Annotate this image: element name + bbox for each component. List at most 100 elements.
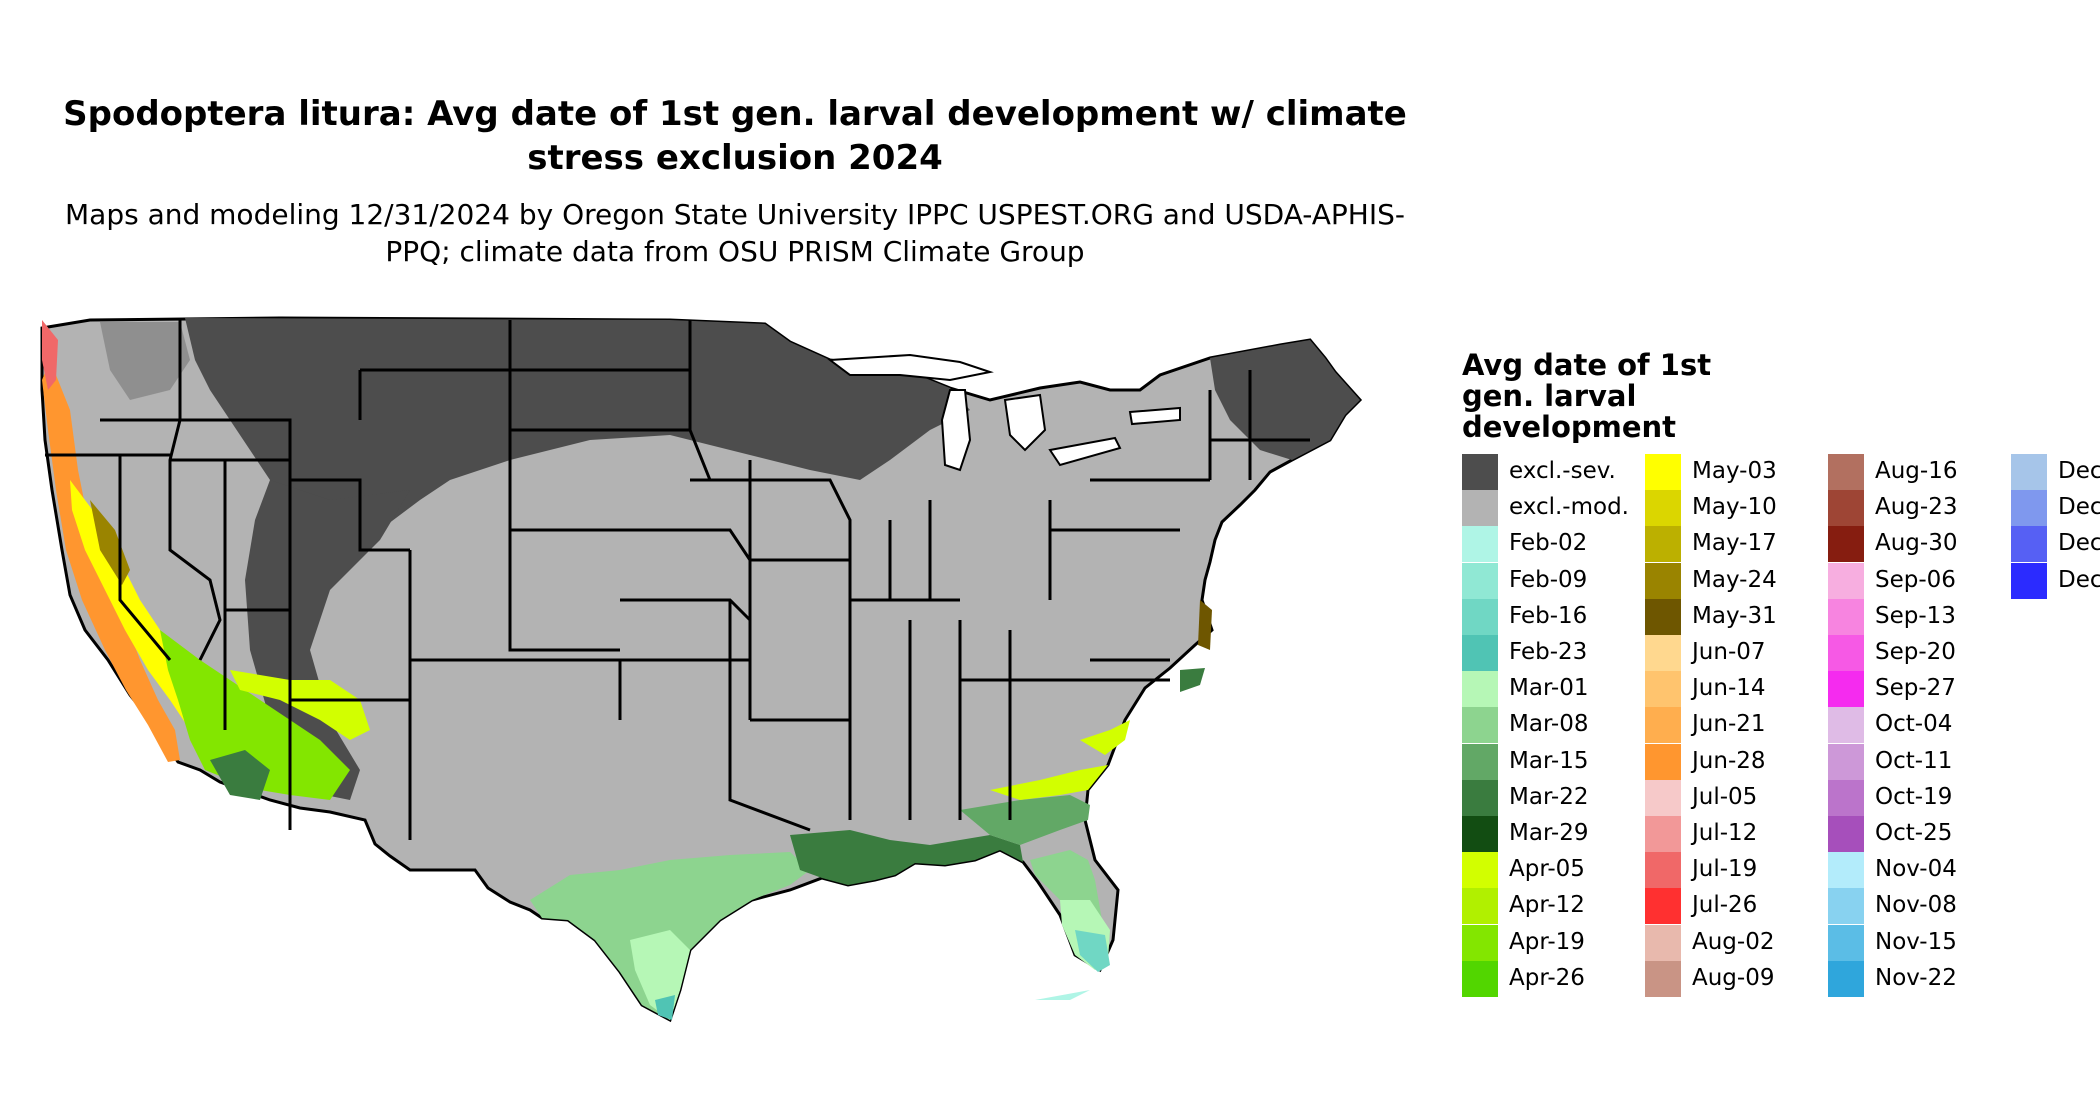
severe-exclusion-pnw	[100, 322, 190, 400]
legend-item: Oct-11	[1828, 743, 2028, 780]
legend-label: Mar-29	[1509, 820, 1589, 846]
legend-item: May-10	[1645, 490, 1845, 527]
legend-swatch	[1462, 490, 1498, 527]
legend-swatch	[1645, 635, 1681, 671]
legend-label: Feb-16	[1509, 602, 1588, 629]
legend-swatch	[1462, 816, 1498, 852]
legend-title: Avg date of 1st gen. larval development	[1462, 348, 1712, 444]
legend-swatch	[1462, 454, 1498, 490]
legend-item: Sep-20	[1828, 635, 2028, 671]
legend-label: May-24	[1692, 566, 1777, 593]
us-map	[40, 316, 1363, 1023]
legend-swatch	[1645, 779, 1681, 816]
legend-item: May-31	[1645, 598, 1845, 635]
legend-swatch	[1645, 888, 1681, 925]
legend-swatch	[1462, 562, 1498, 599]
legend-label: Oct-04	[1875, 711, 1953, 738]
legend-label: Jul-19	[1692, 856, 1758, 883]
legend-label: Jun-28	[1692, 747, 1766, 774]
legend-swatch	[1828, 852, 1864, 889]
legend-item: Dec-22	[2011, 562, 2100, 599]
legend-label: Sep-06	[1875, 566, 1956, 593]
legend-item: Mar-15	[1462, 743, 1662, 780]
legend-swatch	[1828, 526, 1864, 563]
legend-item: Mar-29	[1462, 816, 1662, 852]
legend-label: Feb-09	[1509, 566, 1588, 593]
legend-swatch	[1828, 960, 1864, 997]
legend-swatch	[1828, 816, 1864, 852]
legend-item: Feb-16	[1462, 598, 1662, 635]
legend-item: Apr-19	[1462, 924, 1662, 961]
lake-michigan	[940, 389, 972, 472]
legend-label: May-03	[1692, 458, 1777, 484]
legend-item: Dec-08	[2011, 490, 2100, 527]
legend-label: Apr-19	[1509, 928, 1585, 955]
legend-swatch	[2011, 490, 2047, 527]
legend-swatch	[1828, 779, 1864, 816]
legend-label: Oct-11	[1875, 747, 1953, 774]
legend-label: Mar-08	[1509, 711, 1589, 738]
legend-label: Apr-26	[1509, 964, 1585, 991]
legend-swatch	[1828, 924, 1864, 961]
legend-item: Nov-08	[1828, 888, 2028, 925]
legend-swatch	[2011, 454, 2047, 490]
southwest-yellow	[230, 670, 370, 740]
legend-item: Jun-28	[1645, 743, 1845, 780]
legend-swatch	[1462, 960, 1498, 997]
legend-label: Jul-05	[1692, 783, 1758, 810]
legend-swatch	[1462, 707, 1498, 744]
legend-item: Dec-01	[2011, 454, 2100, 490]
legend-item: Jul-19	[1645, 852, 1845, 889]
legend-swatch	[1828, 598, 1864, 635]
carolina-yellow	[1080, 720, 1130, 755]
legend-item: Mar-01	[1462, 671, 1662, 708]
legend-swatch	[1645, 454, 1681, 490]
legend-item: Aug-02	[1645, 924, 1845, 961]
legend-label: May-31	[1692, 602, 1777, 629]
map-subtitle: Maps and modeling 12/31/2024 by Oregon S…	[65, 198, 1405, 268]
legend-label: Oct-25	[1875, 820, 1953, 846]
legend-item: Nov-22	[1828, 960, 2028, 997]
legend-label: Feb-23	[1509, 639, 1588, 665]
legend-label: Jun-21	[1692, 711, 1766, 738]
legend-item: Apr-12	[1462, 888, 1662, 925]
legend-item: Jun-07	[1645, 635, 1845, 671]
legend-label: Jul-12	[1692, 820, 1758, 846]
legend-label: Jul-26	[1692, 892, 1758, 919]
legend-swatch	[1645, 707, 1681, 744]
legend-label: Nov-15	[1875, 928, 1957, 955]
legend-item: Aug-09	[1645, 960, 1845, 997]
legend-item: Mar-22	[1462, 779, 1662, 816]
legend-label: Dec-08	[2058, 494, 2100, 521]
legend-item: excl.-mod.	[1462, 490, 1662, 527]
legend-swatch	[1645, 562, 1681, 599]
legend-item: Aug-30	[1828, 526, 2028, 563]
legend-label: Jun-07	[1692, 639, 1766, 665]
legend-label: Oct-19	[1875, 783, 1953, 810]
texas-tip-teal	[655, 995, 675, 1020]
legend-swatch	[1462, 635, 1498, 671]
legend-item: Oct-25	[1828, 816, 2028, 852]
legend-label: Apr-12	[1509, 892, 1585, 919]
legend-item: Mar-08	[1462, 707, 1662, 744]
legend-swatch	[1828, 707, 1864, 744]
legend-swatch	[1462, 743, 1498, 780]
legend-swatch	[1462, 779, 1498, 816]
legend-item: Jul-05	[1645, 779, 1845, 816]
legend-item: Feb-09	[1462, 562, 1662, 599]
legend-swatch	[1828, 888, 1864, 925]
legend-label: Dec-22	[2058, 566, 2100, 593]
legend-swatch	[1462, 888, 1498, 925]
southwest-green	[160, 630, 350, 800]
legend-item: Jul-12	[1645, 816, 1845, 852]
legend-label: Mar-01	[1509, 675, 1589, 702]
legend-label: Dec-15	[2058, 530, 2100, 557]
legend-swatch	[1462, 924, 1498, 961]
west-coast-pink	[42, 320, 58, 390]
legend-item: Oct-19	[1828, 779, 2028, 816]
legend-swatch	[1645, 743, 1681, 780]
legend-swatch	[1462, 852, 1498, 889]
legend-label: excl.-sev.	[1509, 458, 1616, 484]
gulf-coast-green	[960, 795, 1090, 845]
legend-swatch	[1645, 960, 1681, 997]
